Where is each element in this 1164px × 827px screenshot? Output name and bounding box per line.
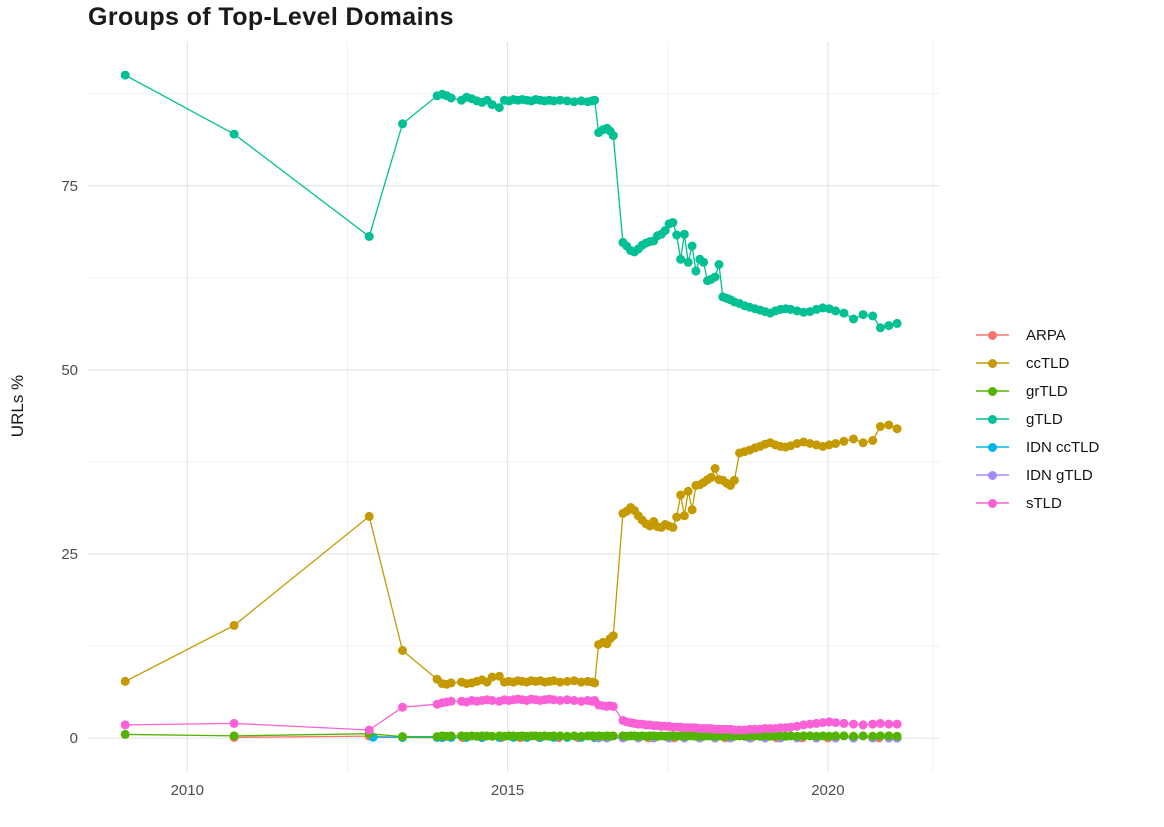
series-cctld-points <box>120 420 902 689</box>
y-tick-25: 25 <box>61 545 78 563</box>
y-tick-75: 75 <box>61 177 78 195</box>
y-tick-50: 50 <box>61 361 78 379</box>
legend-label-idn-gtld: IDN gTLD <box>1026 466 1093 484</box>
chart-title: Groups of Top-Level Domains <box>88 3 454 31</box>
gridlines <box>88 42 940 772</box>
x-tick-2010: 2010 <box>170 782 204 799</box>
series-stld <box>120 694 902 735</box>
legend: ARPA ccTLD grTLD gTLD IDN ccTLD IDN gTLD sTLD <box>976 321 1099 517</box>
x-tick-2020: 2020 <box>811 782 845 799</box>
legend-key-cctld-icon <box>976 357 1009 369</box>
legend-key-grtld-icon <box>976 385 1009 397</box>
legend-item-grtld: grTLD <box>976 377 1099 405</box>
legend-key-idn-cctld-icon <box>976 441 1009 453</box>
series-cctld-line <box>124 424 898 685</box>
legend-label-grtld: grTLD <box>1026 382 1068 400</box>
legend-key-idn-gtld-icon <box>976 469 1009 481</box>
series-gtld-points <box>120 70 902 333</box>
legend-item-gtld: gTLD <box>976 405 1099 433</box>
series-grtld <box>120 729 902 742</box>
y-tick-0: 0 <box>69 730 78 748</box>
legend-label-cctld: ccTLD <box>1026 354 1070 372</box>
legend-label-idn-cctld: IDN ccTLD <box>1026 438 1100 456</box>
series-gtld-line <box>124 74 898 329</box>
x-tick-2015: 2015 <box>490 782 525 799</box>
series-cctld <box>120 420 902 689</box>
y-axis-title: URLs % <box>8 374 27 438</box>
legend-key-arpa-icon <box>976 329 1009 341</box>
legend-label-arpa: ARPA <box>1026 326 1066 344</box>
legend-label-gtld: gTLD <box>1026 410 1063 428</box>
legend-item-idn-gtld: IDN gTLD <box>976 461 1099 489</box>
series-stld-points <box>120 694 902 735</box>
series-gtld <box>120 70 902 333</box>
legend-key-gtld-icon <box>976 413 1009 425</box>
legend-label-stld: sTLD <box>1026 494 1062 512</box>
legend-item-stld: sTLD <box>976 489 1099 517</box>
legend-key-stld-icon <box>976 497 1009 509</box>
series-grtld-points <box>120 729 902 742</box>
legend-item-cctld: ccTLD <box>976 349 1099 377</box>
legend-item-arpa: ARPA <box>976 321 1099 349</box>
legend-item-idn-cctld: IDN ccTLD <box>976 433 1099 461</box>
